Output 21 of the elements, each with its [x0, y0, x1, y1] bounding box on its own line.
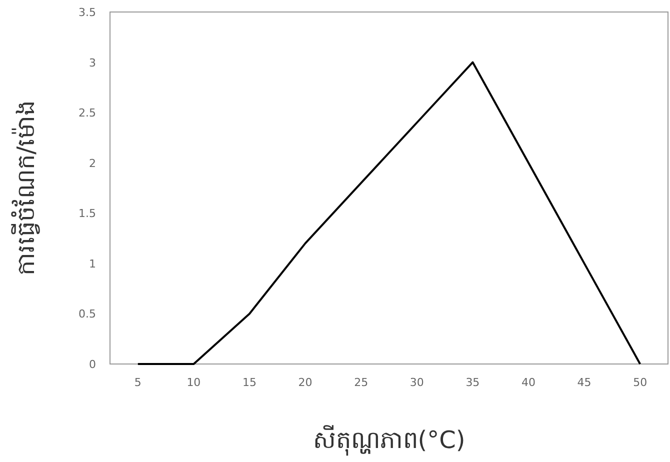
x-tick-label: 35: [466, 376, 480, 389]
x-tick-label: 10: [186, 376, 201, 389]
x-tick-label: 30: [410, 376, 424, 389]
y-tick-label: 2.5: [78, 106, 96, 120]
y-tick-label: 1.5: [78, 207, 96, 220]
x-axis-title: សីតុណ្ហភាព(°C): [312, 425, 466, 456]
x-tick-label: 25: [354, 376, 368, 389]
x-tick-label: 15: [242, 376, 256, 389]
x-tick-label: 50: [633, 376, 648, 389]
line-series: [136, 61, 642, 365]
x-tick-label: 5: [134, 376, 142, 389]
y-tick-label: 3.5: [78, 6, 96, 19]
y-axis-title: ការធ្វើចំណែក/ម៉ោង: [11, 100, 40, 276]
y-tick-label: 0: [89, 358, 96, 371]
x-tick-label: 45: [577, 376, 592, 389]
x-tick-label: 20: [298, 376, 312, 389]
y-tick-label: 3: [89, 56, 96, 70]
y-tick-label: 1: [89, 257, 96, 270]
y-tick-label: 0.5: [78, 308, 96, 321]
x-tick-label: 40: [522, 376, 536, 389]
y-tick-label: 2: [89, 156, 96, 170]
